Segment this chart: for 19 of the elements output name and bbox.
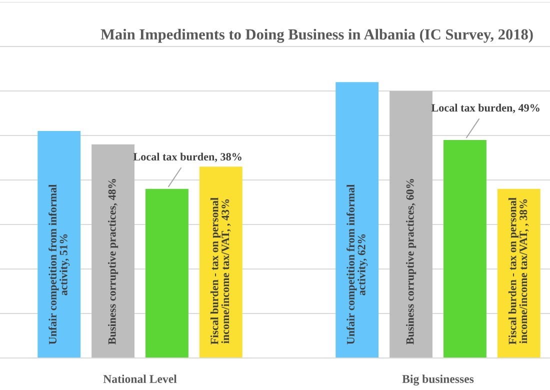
bar bbox=[199, 166, 242, 358]
data-label: Unfair competition from informal activity, 51% bbox=[48, 184, 70, 344]
bar bbox=[336, 82, 379, 358]
x-tick-label: Big businesses bbox=[402, 374, 474, 386]
bar bbox=[497, 188, 540, 358]
bar bbox=[92, 144, 134, 358]
data-label: Business corruptive practices, 60% bbox=[406, 179, 416, 344]
bar bbox=[390, 91, 432, 358]
bar bbox=[444, 140, 486, 358]
data-label: Local tax burden, 38% bbox=[133, 152, 242, 162]
x-tick-label: National Level bbox=[103, 374, 177, 383]
data-label: Fiscal burden - tax on personal income/income tax/VAT, , 43% bbox=[210, 198, 231, 344]
bar bbox=[38, 131, 81, 358]
data-label: Unfair competition from informal activity, 62% bbox=[346, 184, 368, 344]
bar bbox=[146, 188, 188, 358]
data-label: Business corruptive practices, 48% bbox=[108, 179, 118, 344]
data-label: Local tax burden, 49% bbox=[431, 104, 540, 114]
text: Main Impediments to Doing Business in Albania (IC Survey, 2018) bbox=[100, 28, 533, 43]
data-label: Fiscal burden - tax on personal income/income tax/VAT, , 38% bbox=[508, 198, 529, 344]
